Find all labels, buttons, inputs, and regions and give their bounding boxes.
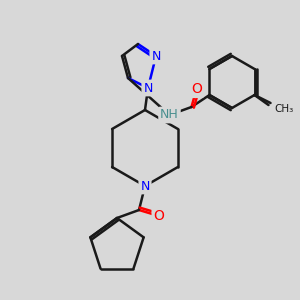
Text: O: O bbox=[154, 209, 164, 223]
Text: N: N bbox=[143, 82, 153, 94]
Text: CH₃: CH₃ bbox=[274, 104, 294, 114]
Text: NH: NH bbox=[160, 109, 179, 122]
Text: N: N bbox=[151, 50, 161, 62]
Text: N: N bbox=[140, 179, 150, 193]
Text: O: O bbox=[191, 82, 202, 96]
